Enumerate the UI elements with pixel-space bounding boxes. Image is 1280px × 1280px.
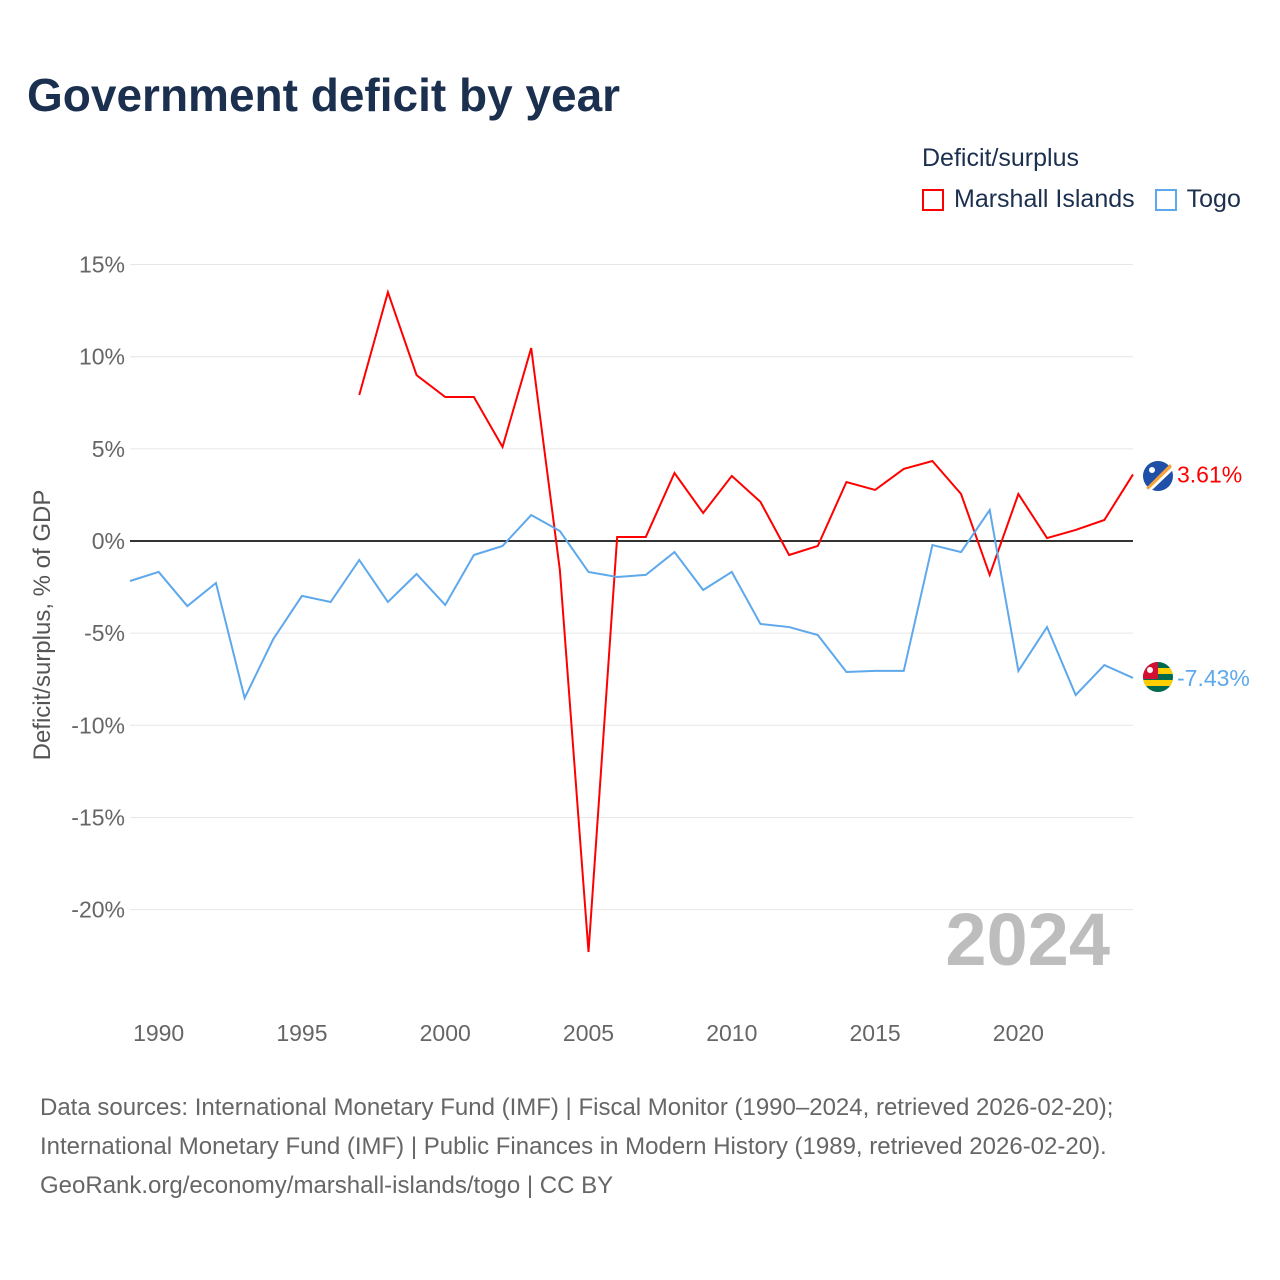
- y-tick-label: -20%: [71, 897, 125, 923]
- flag-togo-icon: [1143, 662, 1173, 692]
- y-tick-label: -15%: [71, 804, 125, 830]
- legend-swatch-marshall-islands: [922, 188, 944, 211]
- x-tick-label: 1995: [276, 1020, 327, 1046]
- y-tick-label: 10%: [79, 344, 125, 370]
- y-tick-label: -5%: [84, 620, 125, 646]
- end-value-label: -7.43%: [1177, 665, 1250, 691]
- x-tick-label: 2010: [706, 1020, 757, 1046]
- footer: Data sources: International Monetary Fun…: [40, 1088, 1113, 1205]
- y-tick-label: 0%: [92, 528, 125, 554]
- year-watermark: 2024: [945, 898, 1110, 981]
- legend-title: Deficit/surplus: [922, 144, 1079, 172]
- x-tick-label: 2020: [993, 1020, 1044, 1046]
- y-tick-label: 15%: [79, 252, 125, 278]
- end-value-label: 3.61%: [1177, 461, 1242, 487]
- legend-swatch-togo: [1154, 188, 1177, 211]
- legend: Marshall Islands Togo: [922, 185, 1241, 214]
- y-tick-label: -10%: [71, 712, 125, 738]
- source-url[interactable]: GeoRank.org/economy/marshall-islands/tog…: [40, 1172, 614, 1199]
- x-tick-label: 2005: [563, 1020, 614, 1046]
- x-tick-label: 1990: [133, 1020, 184, 1046]
- y-tick-label: 5%: [92, 436, 125, 462]
- flag-marshall-islands-icon: [1143, 461, 1173, 491]
- series-line-marshall-islands[interactable]: [358, 288, 1134, 953]
- x-tick-label: 2015: [849, 1020, 900, 1046]
- chart-title: Government deficit by year: [27, 69, 621, 121]
- source-line: Data sources: International Monetary Fun…: [40, 1094, 1114, 1121]
- series-line-togo[interactable]: [129, 507, 1134, 701]
- x-tick-label: 2000: [420, 1020, 471, 1046]
- legend-label-togo[interactable]: Togo: [1186, 185, 1241, 213]
- source-line: International Monetary Fund (IMF) | Publ…: [40, 1133, 1107, 1160]
- legend-label-marshall-islands[interactable]: Marshall Islands: [954, 185, 1135, 213]
- y-axis-label: Deficit/surplus, % of GDP: [29, 490, 56, 761]
